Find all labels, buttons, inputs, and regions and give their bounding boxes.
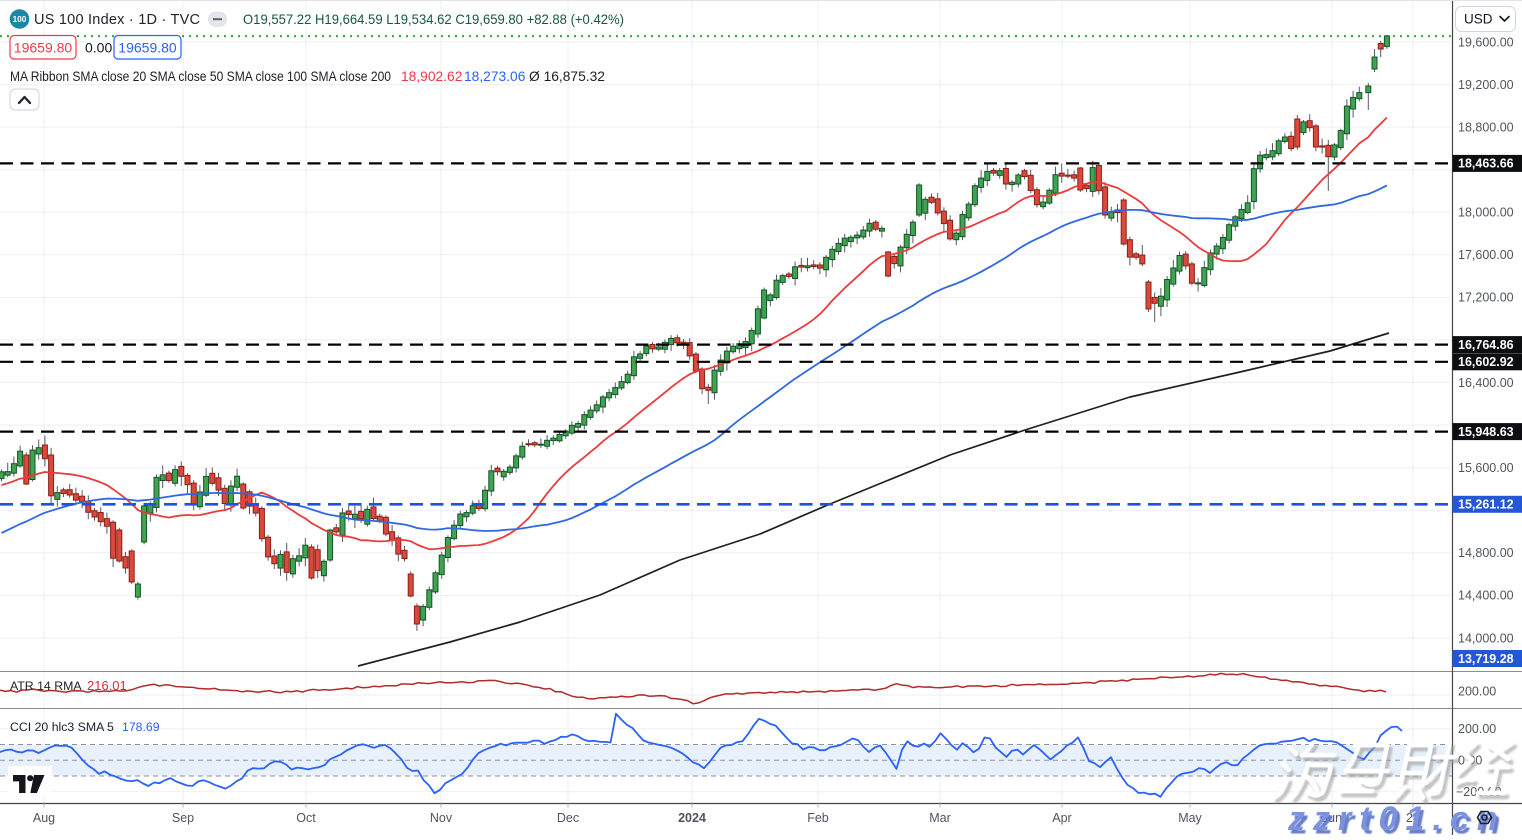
svg-text:100: 100 [13, 15, 27, 24]
svg-text:Dec: Dec [557, 811, 579, 825]
svg-text:16,602.92: 16,602.92 [1458, 355, 1514, 369]
svg-text:19,200.00: 19,200.00 [1458, 78, 1514, 92]
svg-text:O19,557.22 H19,664.59 L19,534.: O19,557.22 H19,664.59 L19,534.62 C19,659… [243, 11, 624, 27]
svg-text:USD: USD [1464, 12, 1493, 27]
svg-text:Ø 16,875.32: Ø 16,875.32 [529, 69, 605, 84]
svg-text:0.00: 0.00 [85, 40, 112, 56]
svg-text:18,800.00: 18,800.00 [1458, 120, 1514, 134]
svg-text:ATR 14 RMA: ATR 14 RMA [10, 679, 82, 693]
svg-text:200.00: 200.00 [1458, 684, 1496, 698]
svg-text:16,764.86: 16,764.86 [1458, 338, 1514, 352]
svg-text:14,400.00: 14,400.00 [1458, 589, 1514, 603]
svg-text:Nov: Nov [430, 811, 453, 825]
svg-text:18,000.00: 18,000.00 [1458, 206, 1514, 220]
svg-text:216.01: 216.01 [87, 678, 127, 693]
svg-text:200.00: 200.00 [1458, 722, 1496, 736]
svg-text:Oct: Oct [296, 811, 316, 825]
svg-text:CCI 20 hlc3 SMA 5: CCI 20 hlc3 SMA 5 [10, 720, 114, 734]
svg-text:18,273.06: 18,273.06 [464, 69, 526, 84]
svg-text:2024: 2024 [678, 811, 706, 825]
svg-text:15,261.12: 15,261.12 [1458, 498, 1514, 512]
svg-text:Feb: Feb [807, 811, 829, 825]
svg-text:14,000.00: 14,000.00 [1458, 631, 1514, 645]
svg-text:zzrt01.cn: zzrt01.cn [1287, 800, 1506, 835]
svg-text:Aug: Aug [33, 811, 55, 825]
svg-text:15,948.63: 15,948.63 [1458, 425, 1514, 439]
svg-text:17,200.00: 17,200.00 [1458, 291, 1514, 305]
svg-text:16,400.00: 16,400.00 [1458, 376, 1514, 390]
svg-text:Mar: Mar [929, 811, 951, 825]
svg-text:18,902.62: 18,902.62 [401, 69, 462, 84]
svg-text:14,800.00: 14,800.00 [1458, 546, 1514, 560]
svg-text:15,600.00: 15,600.00 [1458, 461, 1514, 475]
svg-text:178.69: 178.69 [122, 720, 160, 734]
svg-text:19659.80: 19659.80 [118, 40, 177, 56]
svg-text:18,463.66: 18,463.66 [1458, 157, 1514, 171]
svg-text:MA Ribbon SMA close 20 SMA clo: MA Ribbon SMA close 20 SMA close 50 SMA … [10, 69, 391, 84]
svg-text:19659.80: 19659.80 [14, 40, 73, 56]
svg-text:Sep: Sep [172, 811, 194, 825]
svg-text:US 100 Index · 1D · TVC: US 100 Index · 1D · TVC [34, 12, 200, 28]
svg-text:May: May [1178, 811, 1202, 825]
svg-text:Apr: Apr [1052, 811, 1071, 825]
svg-text:19,600.00: 19,600.00 [1458, 35, 1514, 49]
svg-text:13,719.28: 13,719.28 [1458, 652, 1514, 666]
svg-text:17,600.00: 17,600.00 [1458, 248, 1514, 262]
